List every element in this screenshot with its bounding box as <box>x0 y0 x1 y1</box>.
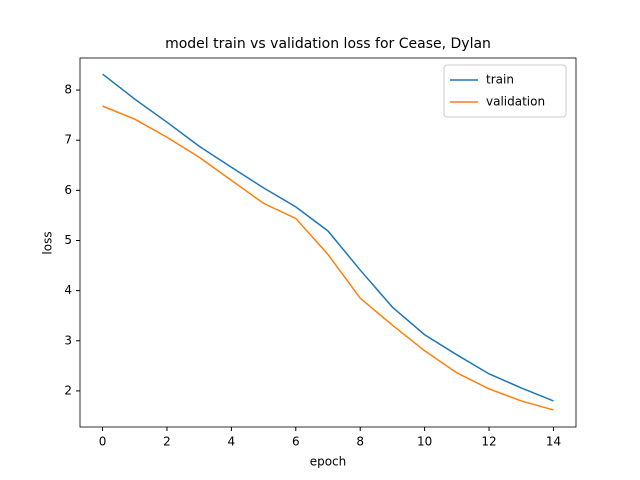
y-tick-label: 7 <box>64 133 72 147</box>
y-tick-label: 5 <box>64 233 72 247</box>
y-tick-label: 4 <box>64 283 72 297</box>
x-tick-label: 0 <box>99 435 107 449</box>
chart-title: model train vs validation loss for Cease… <box>165 36 491 52</box>
x-tick-label: 12 <box>481 435 496 449</box>
line <box>102 73 554 402</box>
x-axis-label: epoch <box>310 455 347 469</box>
x-tick-label: 2 <box>163 435 171 449</box>
y-tick-label: 2 <box>64 383 72 397</box>
x-tick-label: 14 <box>546 435 561 449</box>
legend-box <box>443 64 567 118</box>
y-tick-label: 6 <box>64 183 72 197</box>
x-tick-label: 10 <box>417 435 432 449</box>
x-tick-label: 6 <box>292 435 300 449</box>
legend-label: validation <box>486 95 545 109</box>
axes-frame <box>79 57 577 428</box>
legend-label: train <box>486 73 514 87</box>
x-tick-label: 8 <box>356 435 364 449</box>
x-tick-label: 4 <box>228 435 236 449</box>
y-tick-label: 8 <box>64 83 72 97</box>
y-axis-label: loss <box>41 231 55 254</box>
line <box>102 105 554 411</box>
y-tick-label: 3 <box>64 333 72 347</box>
